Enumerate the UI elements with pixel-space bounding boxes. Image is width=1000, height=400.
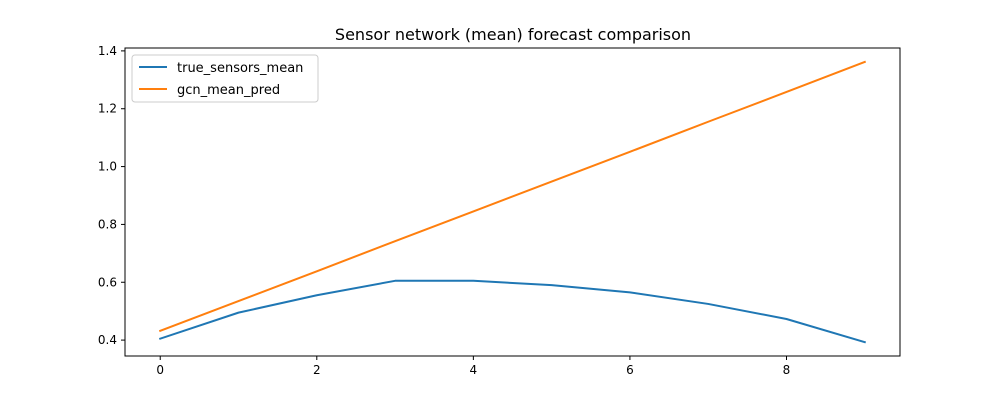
y-tick-label: 0.8 bbox=[98, 217, 117, 231]
y-tick-label: 0.4 bbox=[98, 333, 117, 347]
legend-box bbox=[131, 54, 319, 103]
chart-title: Sensor network (mean) forecast compariso… bbox=[335, 25, 691, 44]
y-tick-label: 0.6 bbox=[98, 275, 117, 289]
y-tick-label: 1.4 bbox=[98, 44, 117, 58]
series-line-gcn-mean-pred bbox=[158, 60, 867, 333]
series-lines bbox=[158, 60, 867, 344]
y-tick-label: 1.2 bbox=[98, 102, 117, 116]
legend-label-true-sensors-mean: true_sensors_mean bbox=[177, 61, 303, 76]
legend: true_sensors_mean gcn_mean_pred bbox=[131, 54, 319, 103]
legend-label-gcn-mean-pred: gcn_mean_pred bbox=[177, 83, 280, 98]
x-tick-label: 4 bbox=[470, 363, 478, 377]
y-axis: 0.4 0.6 0.8 1.0 1.2 1.4 bbox=[98, 44, 125, 347]
x-tick-label: 0 bbox=[156, 363, 164, 377]
x-tick-label: 8 bbox=[783, 363, 791, 377]
plot-frame bbox=[124, 47, 901, 357]
x-tick-label: 6 bbox=[626, 363, 634, 377]
x-tick-label: 2 bbox=[313, 363, 321, 377]
x-axis: 0 2 4 6 8 bbox=[156, 356, 790, 377]
y-tick-label: 1.0 bbox=[98, 160, 117, 174]
series-line-true-sensors-mean bbox=[158, 279, 867, 344]
